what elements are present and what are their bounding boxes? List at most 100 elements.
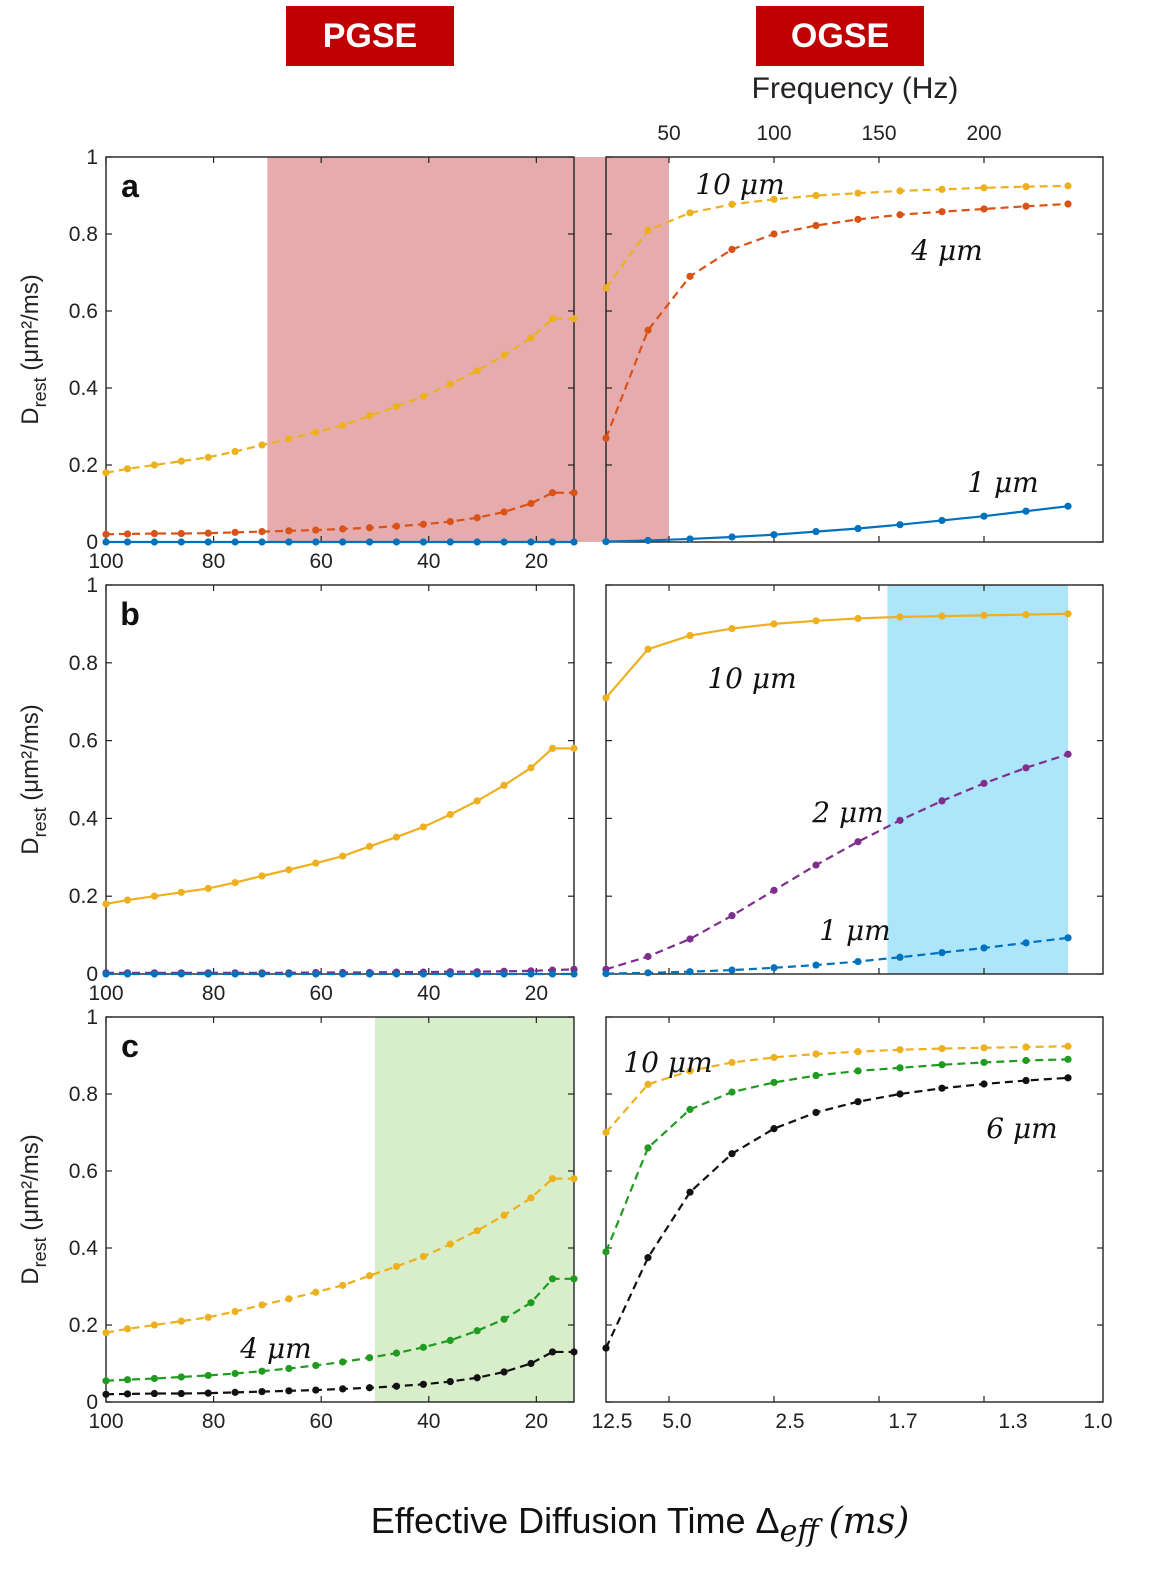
data-point-pgse-c: [258, 1301, 266, 1309]
data-point-ogse-c: [1022, 1043, 1030, 1051]
xtick-label-pgse-a: 20: [525, 550, 548, 573]
data-point-pgse-a: [527, 499, 535, 508]
annotation-b: 10 μm: [707, 662, 796, 695]
data-point-ogse-c: [644, 1080, 652, 1088]
data-point-ogse-a: [1022, 202, 1030, 210]
xtick-label-pgse-c: 40: [417, 1410, 440, 1433]
data-point-pgse-c: [473, 1374, 481, 1382]
data-point-pgse-a: [231, 447, 239, 456]
data-point-pgse-a: [446, 380, 454, 388]
series-line-ogse-b: [605, 753, 1069, 971]
axes-box-pgse-c: [105, 1016, 575, 1403]
data-point-ogse-a: [1022, 507, 1030, 515]
data-point-ogse-a: [980, 512, 988, 520]
data-point-pgse-b: [285, 970, 293, 978]
data-point-pgse-a: [204, 529, 212, 537]
data-point-ogse-a: [854, 215, 862, 223]
xtick-label-pgse-b: 40: [417, 982, 440, 1005]
annotation-c: 4 μm: [239, 1332, 311, 1365]
data-point-pgse-a: [365, 524, 374, 532]
data-point-ogse-a: [980, 205, 988, 213]
xtick-label-ogse-c: 1.7: [888, 1410, 917, 1433]
data-point-pgse-a: [231, 538, 239, 546]
data-point-pgse-b: [473, 970, 481, 978]
data-point-ogse-b: [770, 620, 778, 628]
data-point-ogse-a: [686, 535, 694, 543]
data-point-pgse-a: [102, 469, 110, 477]
data-point-pgse-c: [473, 1327, 481, 1335]
data-point-ogse-b: [602, 970, 610, 978]
data-point-pgse-a: [446, 517, 454, 526]
xtick-label-pgse-b: 20: [525, 982, 548, 1005]
ytick-label-a: 0.4: [69, 377, 99, 400]
data-point-pgse-a: [150, 461, 159, 469]
xtick-label-pgse-a: 40: [417, 550, 440, 573]
data-point-ogse-b: [1064, 934, 1072, 942]
data-point-pgse-c: [339, 1385, 347, 1393]
data-point-pgse-a: [312, 428, 320, 436]
data-point-ogse-b: [896, 816, 904, 824]
data-point-ogse-c: [812, 1050, 820, 1058]
xtick-label-pgse-c: 60: [309, 1410, 332, 1433]
ytick-label-a: 0.2: [69, 454, 98, 477]
highlight-pgse-c: [374, 1017, 574, 1402]
data-point-ogse-b: [602, 694, 610, 702]
data-point-pgse-a: [527, 334, 535, 342]
data-point-ogse-a: [980, 184, 988, 192]
x-axis-title: Effective Diffusion Time Δeff (ms): [300, 1500, 980, 1549]
data-point-ogse-b: [1022, 939, 1030, 947]
data-point-pgse-b: [177, 970, 185, 978]
data-point-pgse-b: [527, 970, 535, 978]
data-point-pgse-c: [231, 1307, 239, 1316]
annotation-a: 10 μm: [695, 168, 784, 201]
data-point-pgse-b: [500, 970, 508, 978]
data-point-pgse-b: [392, 970, 401, 978]
data-point-ogse-b: [938, 949, 946, 957]
data-point-pgse-a: [548, 538, 557, 546]
data-point-pgse-c: [419, 1252, 427, 1261]
data-point-ogse-b: [1022, 610, 1030, 619]
highlight-gap-a: [574, 157, 606, 542]
data-point-pgse-a: [285, 435, 293, 443]
data-point-pgse-a: [312, 538, 320, 546]
data-point-pgse-b: [177, 888, 185, 896]
data-point-ogse-a: [644, 226, 652, 234]
data-point-pgse-a: [285, 527, 293, 535]
data-point-pgse-c: [312, 1288, 320, 1296]
data-point-pgse-a: [123, 538, 132, 546]
series-line-pgse-b: [105, 747, 574, 906]
data-point-ogse-c: [728, 1088, 736, 1096]
data-point-pgse-a: [339, 525, 347, 533]
data-point-pgse-c: [473, 1227, 481, 1235]
highlight-pgse-a: [267, 157, 574, 542]
data-point-pgse-b: [102, 900, 110, 908]
data-point-ogse-b: [938, 612, 946, 620]
data-point-ogse-c: [896, 1046, 904, 1054]
data-point-pgse-b: [365, 970, 374, 978]
data-point-pgse-c: [548, 1348, 557, 1356]
data-point-pgse-c: [392, 1349, 401, 1357]
ytick-label-c: 0.4: [69, 1237, 99, 1260]
data-point-pgse-a: [177, 538, 185, 546]
data-point-ogse-a: [686, 272, 694, 280]
data-point-ogse-a: [644, 326, 652, 334]
data-point-pgse-c: [258, 1367, 266, 1375]
data-point-pgse-b: [231, 878, 239, 887]
data-point-ogse-a: [854, 189, 862, 197]
data-point-ogse-b: [812, 861, 820, 869]
data-point-ogse-c: [938, 1061, 946, 1069]
data-point-pgse-c: [285, 1295, 293, 1303]
data-point-ogse-c: [644, 1144, 652, 1152]
data-point-ogse-c: [686, 1188, 694, 1196]
data-point-pgse-b: [570, 744, 578, 752]
xtick-label-pgse-b: 60: [309, 982, 332, 1005]
xtick-label-pgse-b: 100: [88, 982, 123, 1005]
x-axis-title-unit: (ms): [828, 1501, 910, 1542]
data-point-ogse-c: [770, 1053, 778, 1062]
data-point-ogse-b: [980, 779, 988, 787]
data-point-pgse-a: [102, 538, 110, 546]
frequency-axis-title: Frequency (Hz): [751, 72, 959, 105]
data-point-ogse-c: [980, 1080, 988, 1088]
data-point-ogse-b: [1064, 610, 1072, 618]
ytick-label-b: 1: [86, 574, 98, 597]
